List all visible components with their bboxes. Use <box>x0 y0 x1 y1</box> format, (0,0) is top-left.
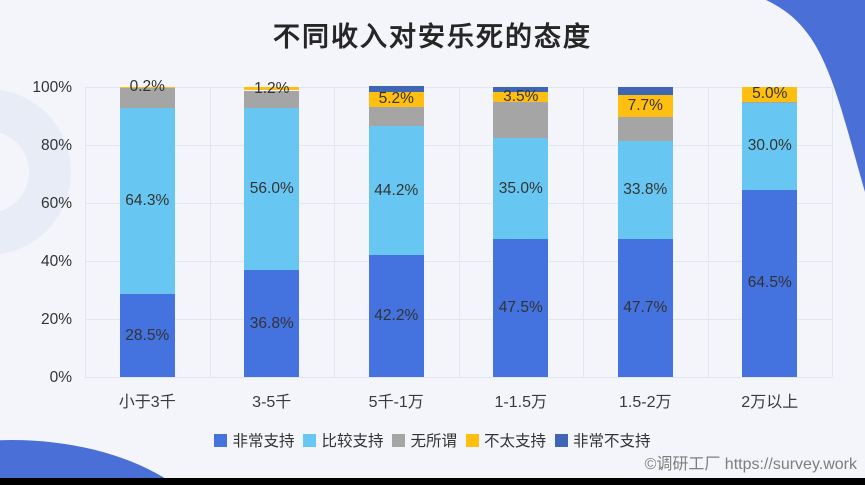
gridline-horizontal <box>85 203 832 204</box>
segment-非常支持[interactable] <box>617 238 673 377</box>
segment-比较支持[interactable] <box>493 137 549 240</box>
gridline-vertical <box>334 87 335 377</box>
segment-无所谓[interactable] <box>244 90 300 108</box>
segment-label: 64.3% <box>125 192 170 210</box>
x-axis-label: 小于3千 <box>118 394 176 411</box>
legend-swatch <box>392 433 406 447</box>
x-axis-label: 5千-1万 <box>368 394 424 411</box>
segment-不太支持[interactable] <box>368 91 424 108</box>
y-axis-tick: 0% <box>49 369 72 386</box>
legend-label: 比较支持 <box>321 433 384 450</box>
y-axis-tick: 60% <box>40 195 72 212</box>
gridline-horizontal <box>85 261 832 262</box>
watermark-credit: ©调研工厂 https://survey.work <box>644 456 857 473</box>
segment-非常支持[interactable] <box>244 270 300 377</box>
x-axis-label: 1-1.5万 <box>494 394 547 411</box>
segment-无所谓[interactable] <box>493 102 549 138</box>
legend-swatch <box>555 433 569 447</box>
gridline-horizontal <box>85 319 832 320</box>
segment-比较支持[interactable] <box>368 126 424 255</box>
gridline-vertical <box>210 87 211 377</box>
legend: 非常支持 比较支持 无所谓 不太支持 非常不支持 <box>0 429 865 451</box>
segment-比较支持[interactable] <box>119 107 175 295</box>
stacked-bar-3-5千 <box>244 87 300 377</box>
segment-label: 5.2% <box>378 90 414 108</box>
legend-swatch <box>303 433 317 447</box>
segment-label: 47.5% <box>498 299 543 317</box>
legend-label: 不太支持 <box>484 433 547 450</box>
gridline-vertical <box>459 87 460 377</box>
segment-label: 7.7% <box>627 97 663 115</box>
segment-不太支持[interactable] <box>244 87 300 91</box>
segment-非常支持[interactable] <box>493 239 549 377</box>
segment-不太支持[interactable] <box>617 95 673 118</box>
segment-label: 1.2% <box>254 79 290 97</box>
segment-比较支持[interactable] <box>244 107 300 271</box>
gridline-horizontal <box>85 145 832 146</box>
stacked-bar-5千-1万 <box>368 86 424 377</box>
gridline-horizontal <box>85 377 832 378</box>
legend-swatch <box>466 433 479 447</box>
segment-无所谓[interactable] <box>368 107 424 127</box>
legend-label: 无所谓 <box>410 433 457 450</box>
segment-非常支持[interactable] <box>742 189 798 377</box>
segment-label: 56.0% <box>249 180 294 198</box>
gridline-vertical <box>832 87 833 377</box>
y-axis-tick: 80% <box>40 137 72 154</box>
gridline-vertical <box>85 87 86 377</box>
segment-不太支持[interactable] <box>119 87 175 88</box>
gridline-vertical <box>708 87 709 377</box>
segment-无所谓[interactable] <box>119 87 175 108</box>
y-axis-tick: 20% <box>40 311 72 328</box>
x-axis-label: 3-5千 <box>252 394 292 411</box>
gridline-vertical <box>583 87 584 377</box>
chart-title: 不同收入对安乐死的态度 <box>273 22 592 52</box>
legend-label: 非常支持 <box>232 433 295 450</box>
segment-不太支持[interactable] <box>493 91 549 103</box>
segment-非常支持[interactable] <box>119 294 175 377</box>
x-axis-label: 1.5-2万 <box>619 394 672 411</box>
segment-label: 35.0% <box>498 179 543 197</box>
y-axis-tick: 40% <box>40 253 72 270</box>
segment-label: 5.0% <box>752 85 788 103</box>
gridline-horizontal <box>85 87 832 88</box>
segment-非常支持[interactable] <box>368 254 424 377</box>
y-axis-tick: 100% <box>32 79 72 96</box>
legend-swatch <box>214 433 228 447</box>
segment-label: 36.8% <box>249 314 294 332</box>
segment-比较支持[interactable] <box>617 140 673 239</box>
stacked-bar-1.5-2万 <box>617 87 673 377</box>
segment-非常不支持[interactable] <box>493 87 549 92</box>
segment-label: 64.5% <box>747 274 792 292</box>
segment-无所谓[interactable] <box>617 117 673 141</box>
segment-label: 28.5% <box>125 326 170 344</box>
segment-label: 0.2% <box>129 78 165 96</box>
segment-label: 30.0% <box>747 137 792 155</box>
legend-item-无所谓[interactable]: 无所谓 <box>392 429 457 451</box>
stacked-bar-小于3千 <box>119 87 175 377</box>
segment-非常不支持[interactable] <box>368 86 424 92</box>
stacked-bar-1-1.5万 <box>493 87 549 377</box>
segment-label: 3.5% <box>503 88 539 105</box>
legend-item-非常不支持[interactable]: 非常不支持 <box>555 429 651 451</box>
segment-label: 42.2% <box>374 306 419 324</box>
stacked-bar-2万以上 <box>742 87 798 377</box>
legend-item-非常支持[interactable]: 非常支持 <box>214 429 294 451</box>
x-axis-label: 2万以上 <box>741 394 799 411</box>
legend-item-不太支持[interactable]: 不太支持 <box>466 429 546 451</box>
segment-label: 44.2% <box>374 181 419 199</box>
bottom-black-bar <box>0 478 865 485</box>
plot-area: 28.5% 64.3% 0.2% 36.8% 56.0% 1.2% 42.2% 44.2% 5.… <box>85 78 833 378</box>
y-axis: 100% 80% 60% 40% 20% 0% <box>0 79 78 386</box>
segment-label: 47.7% <box>623 298 668 316</box>
legend-item-比较支持[interactable]: 比较支持 <box>303 429 383 451</box>
x-axis: 小于3千 3-5千 5千-1万 1-1.5万 1.5-2万 2万以上 <box>85 388 832 412</box>
segment-非常不支持[interactable] <box>617 87 673 96</box>
legend-label: 非常不支持 <box>573 433 651 450</box>
segment-label: 33.8% <box>623 180 668 198</box>
